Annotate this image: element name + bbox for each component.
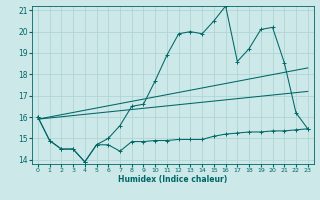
X-axis label: Humidex (Indice chaleur): Humidex (Indice chaleur) [118,175,228,184]
